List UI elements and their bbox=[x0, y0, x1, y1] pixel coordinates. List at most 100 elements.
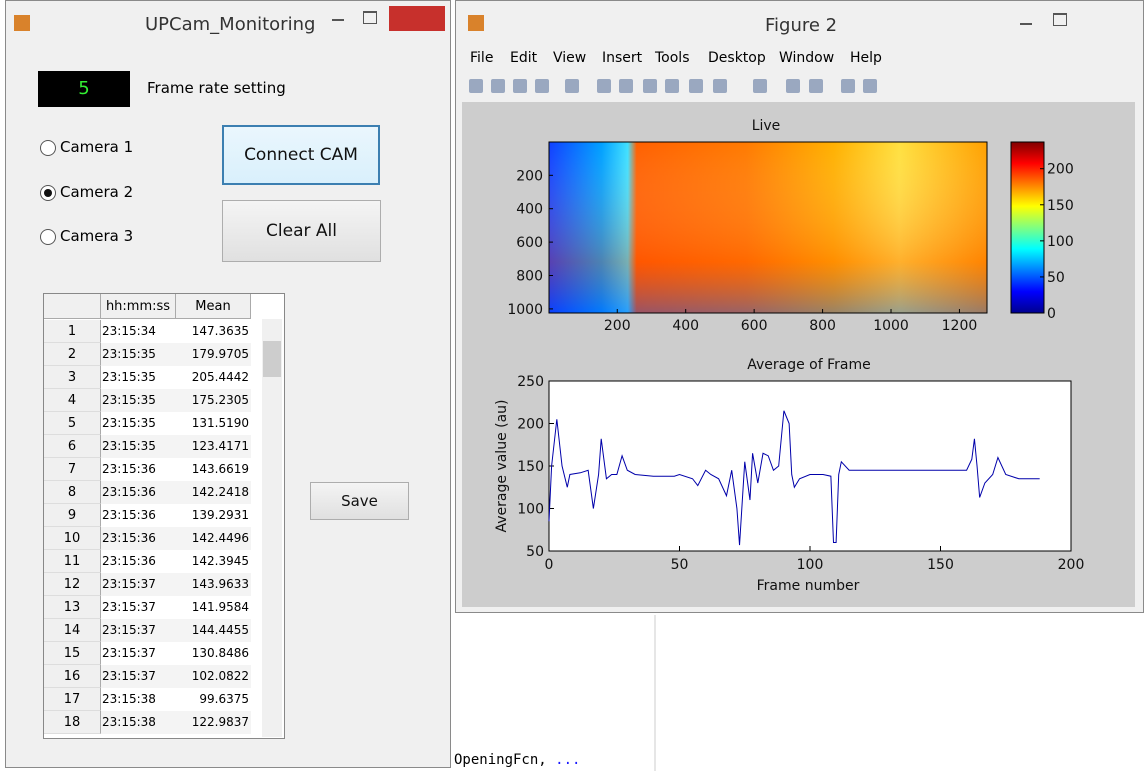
time-cell: 23:15:37 bbox=[101, 619, 176, 642]
toolbar-icon[interactable] bbox=[863, 79, 877, 93]
toolbar-icon[interactable] bbox=[689, 79, 703, 93]
live-title: Live bbox=[752, 118, 781, 134]
scroll-thumb[interactable] bbox=[263, 341, 281, 377]
row-header: 2 bbox=[44, 343, 101, 366]
minimize-button[interactable] bbox=[1020, 23, 1032, 25]
row-header: 9 bbox=[44, 504, 101, 527]
column-header: hh:mm:ss bbox=[101, 294, 176, 319]
colorbar-tick-label: 50 bbox=[1047, 270, 1065, 286]
y-tick-label: 250 bbox=[517, 374, 544, 390]
maximize-button[interactable] bbox=[363, 11, 377, 24]
time-cell: 23:15:37 bbox=[101, 642, 176, 665]
mean-cell: 142.2418 bbox=[176, 481, 251, 504]
x-tick-label: 200 bbox=[1058, 557, 1085, 573]
toolbar-icon[interactable] bbox=[565, 79, 579, 93]
y-tick-label: 400 bbox=[516, 202, 543, 218]
y-tick-label: 100 bbox=[517, 502, 544, 518]
app-icon bbox=[14, 15, 30, 31]
toolbar-icon[interactable] bbox=[597, 79, 611, 93]
toolbar-icon[interactable] bbox=[469, 79, 483, 93]
maximize-button[interactable] bbox=[1053, 13, 1067, 26]
time-cell: 23:15:38 bbox=[101, 711, 176, 734]
time-cell: 23:15:36 bbox=[101, 504, 176, 527]
toolbar-icon[interactable] bbox=[713, 79, 727, 93]
toolbar-icon[interactable] bbox=[753, 79, 767, 93]
radio-button[interactable] bbox=[40, 184, 56, 201]
menu-item[interactable]: Insert bbox=[602, 50, 643, 66]
menu-item[interactable]: Tools bbox=[655, 50, 690, 66]
menu-item[interactable]: View bbox=[553, 50, 587, 66]
time-cell: 23:15:36 bbox=[101, 481, 176, 504]
mean-cell: 143.9633 bbox=[176, 573, 251, 596]
connect-button[interactable]: Connect CAM bbox=[222, 125, 380, 185]
time-cell: 23:15:37 bbox=[101, 665, 176, 688]
row-header: 11 bbox=[44, 550, 101, 573]
app-icon bbox=[468, 15, 484, 31]
menu-item[interactable]: Edit bbox=[510, 50, 538, 66]
window-title: UPCam_Monitoring bbox=[145, 14, 316, 35]
frame-rate-input[interactable]: 5 bbox=[38, 71, 130, 107]
radio-dot bbox=[44, 188, 52, 197]
row-header: 5 bbox=[44, 412, 101, 435]
chart-title: Average of Frame bbox=[747, 357, 871, 373]
row-header: 12 bbox=[44, 573, 101, 596]
x-tick-label: 800 bbox=[809, 318, 836, 334]
menu-item[interactable]: File bbox=[470, 50, 494, 66]
row-header: 1 bbox=[44, 320, 101, 343]
row-header: 3 bbox=[44, 366, 101, 389]
time-cell: 23:15:35 bbox=[101, 435, 176, 458]
toolbar-icon[interactable] bbox=[643, 79, 657, 93]
time-cell: 23:15:35 bbox=[101, 343, 176, 366]
scrollbar[interactable] bbox=[262, 319, 282, 737]
data-line bbox=[548, 410, 1040, 546]
colorbar-tick-label: 0 bbox=[1047, 306, 1056, 322]
console-line: OpeningFcn, ... bbox=[454, 752, 580, 768]
colorbar-tick-label: 100 bbox=[1047, 234, 1074, 250]
colorbar bbox=[1010, 141, 1045, 314]
toolbar-icon[interactable] bbox=[786, 79, 800, 93]
toolbar-icon[interactable] bbox=[619, 79, 633, 93]
toolbar-icon[interactable] bbox=[809, 79, 823, 93]
console-continuation: ... bbox=[555, 752, 581, 768]
time-cell: 23:15:37 bbox=[101, 596, 176, 619]
colorbar-tick-label: 150 bbox=[1047, 198, 1074, 214]
mean-cell: 205.4442 bbox=[176, 366, 251, 389]
toolbar-icon[interactable] bbox=[513, 79, 527, 93]
column-header: Mean bbox=[176, 294, 251, 319]
y-tick-label: 1000 bbox=[507, 302, 543, 318]
mean-cell: 147.3635 bbox=[176, 320, 251, 343]
radio-label: Camera 1 bbox=[60, 138, 134, 156]
row-header: 10 bbox=[44, 527, 101, 550]
toolbar-icon[interactable] bbox=[665, 79, 679, 93]
y-tick-label: 50 bbox=[526, 544, 544, 560]
x-tick-label: 100 bbox=[797, 557, 824, 573]
live-axes bbox=[548, 141, 988, 314]
y-axis-label: Average value (au) bbox=[494, 399, 510, 532]
window-title: Figure 2 bbox=[765, 15, 838, 36]
row-header: 14 bbox=[44, 619, 101, 642]
toolbar bbox=[461, 74, 1141, 102]
close-button[interactable] bbox=[389, 6, 445, 31]
row-header: 15 bbox=[44, 642, 101, 665]
x-axis-label: Frame number bbox=[757, 578, 860, 594]
colorbar-tick-label: 200 bbox=[1047, 162, 1074, 178]
menu-item[interactable]: Desktop bbox=[708, 50, 766, 66]
frame-rate-label: Frame rate setting bbox=[147, 79, 286, 97]
minimize-button[interactable] bbox=[332, 19, 344, 21]
menu-item[interactable]: Help bbox=[850, 50, 882, 66]
radio-button[interactable] bbox=[40, 140, 56, 156]
live-image-shade bbox=[549, 142, 987, 313]
time-cell: 23:15:35 bbox=[101, 366, 176, 389]
toolbar-icon[interactable] bbox=[841, 79, 855, 93]
clear-button[interactable]: Clear All bbox=[222, 200, 381, 262]
mean-cell: 143.6619 bbox=[176, 458, 251, 481]
menu-item[interactable]: Window bbox=[779, 50, 835, 66]
row-header: 8 bbox=[44, 481, 101, 504]
toolbar-icon[interactable] bbox=[491, 79, 505, 93]
radio-button[interactable] bbox=[40, 229, 56, 245]
save-button[interactable]: Save bbox=[310, 482, 409, 520]
toolbar-icon[interactable] bbox=[535, 79, 549, 93]
mean-cell: 139.2931 bbox=[176, 504, 251, 527]
mean-cell: 99.6375 bbox=[176, 688, 251, 711]
